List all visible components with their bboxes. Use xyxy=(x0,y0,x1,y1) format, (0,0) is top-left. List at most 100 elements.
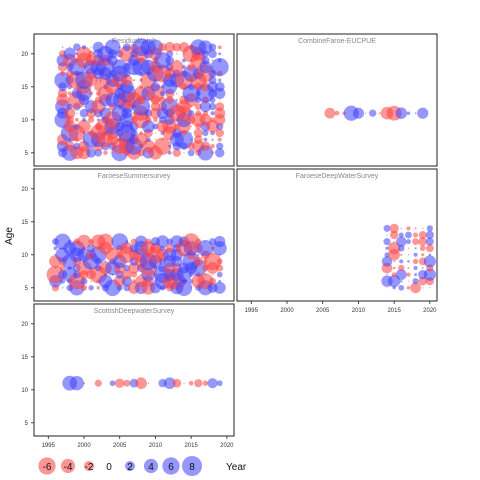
residual-bubble xyxy=(429,287,431,289)
legend-bubble xyxy=(182,456,202,476)
residual-bubble xyxy=(216,258,223,265)
residual-bubble xyxy=(104,105,107,108)
y-tick-label: 10 xyxy=(21,118,28,124)
residual-bubble xyxy=(208,76,217,85)
residual-bubble xyxy=(123,264,131,272)
panel-title: FaroeseSummersurvey xyxy=(98,173,171,180)
residual-bubble xyxy=(214,107,226,119)
residual-bubble xyxy=(190,138,192,141)
residual-bubble xyxy=(83,106,85,108)
residual-bubble xyxy=(161,53,164,55)
residual-bubble xyxy=(165,244,174,253)
residual-bubble xyxy=(195,110,202,117)
y-tick-label: 5 xyxy=(25,286,29,292)
x-tick-label: 1995 xyxy=(42,443,56,449)
legend-label: 4 xyxy=(148,462,154,473)
residual-bubble xyxy=(211,138,214,141)
panel-title: FaroeseDeepWaterSurvey xyxy=(296,173,379,180)
residual-bubble xyxy=(334,110,340,116)
legend-label: 8 xyxy=(189,462,195,473)
residual-bubble xyxy=(400,253,403,256)
residual-bubble xyxy=(203,137,208,142)
residual-bubble xyxy=(150,82,161,92)
residual-bubble xyxy=(94,379,102,387)
residual-bubble xyxy=(94,149,103,157)
residual-bubble xyxy=(428,253,432,257)
legend-label: 0 xyxy=(106,462,112,473)
residual-bubble xyxy=(57,88,68,99)
residual-bubble xyxy=(188,380,194,386)
residual-bubble xyxy=(69,376,85,391)
residual-bubble xyxy=(391,272,397,277)
legend-bubble xyxy=(162,457,180,475)
residual-bubble xyxy=(425,237,434,246)
x-tick-label: 2015 xyxy=(184,443,198,449)
panel-2: CombineFaroe-EUCPUE xyxy=(236,33,438,167)
y-tick-label: 20 xyxy=(21,322,28,328)
residual-bubble xyxy=(215,128,224,138)
panel-frame xyxy=(236,33,438,167)
residual-bubble xyxy=(59,265,66,271)
residual-bubble xyxy=(163,377,176,390)
residual-bubble xyxy=(201,56,210,65)
residual-bubble xyxy=(421,253,425,257)
residual-bubble xyxy=(96,286,101,290)
residual-bubble xyxy=(193,135,203,144)
residual-bubble xyxy=(194,379,203,388)
residual-bubble xyxy=(209,238,217,246)
legend-bubble xyxy=(125,461,135,471)
residual-bubble xyxy=(190,132,192,134)
residual-bubble xyxy=(423,255,436,268)
residual-bubble xyxy=(209,277,217,285)
residual-bubble xyxy=(79,108,89,118)
residual-bubble xyxy=(414,227,417,230)
residual-bubble xyxy=(426,225,433,232)
residual-bubble xyxy=(187,149,195,157)
y-tick-label: 15 xyxy=(21,220,28,226)
residual-bubble xyxy=(398,264,405,272)
residual-bubble xyxy=(121,269,132,280)
residual-bubble xyxy=(393,240,395,243)
x-tick-label: 2010 xyxy=(149,443,163,449)
residual-bubble xyxy=(399,259,404,264)
y-tick-label: 10 xyxy=(21,388,28,394)
residual-bubble xyxy=(395,269,407,281)
panel-3: FaroeseSummersurvey 5 10 15 20 xyxy=(21,168,235,302)
residual-bubble xyxy=(147,106,149,108)
y-axis-label: Age xyxy=(4,227,15,245)
residual-bubble xyxy=(208,102,217,111)
residual-bubble xyxy=(219,99,221,101)
residual-bubble xyxy=(120,242,133,255)
residual-bubble xyxy=(90,86,92,88)
residual-bubble xyxy=(82,382,86,385)
residual-bubble xyxy=(418,237,428,247)
y-tick-label: 15 xyxy=(21,355,28,361)
panel-title: Residualcatch xyxy=(112,38,156,45)
residual-bubble xyxy=(190,287,192,289)
residual-bubble xyxy=(200,82,211,92)
residual-bubble xyxy=(86,147,97,158)
residual-bubble xyxy=(211,151,215,155)
residual-bubble xyxy=(383,224,391,232)
residual-bubble xyxy=(202,380,209,386)
residual-bubble xyxy=(381,256,393,267)
residual-bubble xyxy=(217,137,222,142)
residual-bubble xyxy=(412,258,419,265)
residual-bubble xyxy=(153,137,172,155)
residual-bubble xyxy=(60,71,65,76)
residual-bubble xyxy=(154,132,157,134)
residual-bubble xyxy=(88,116,95,123)
residual-bubble xyxy=(154,52,171,69)
residual-bubble xyxy=(418,276,428,286)
residual-bubble xyxy=(90,99,92,101)
residual-bubble xyxy=(176,92,178,95)
residual-bubble xyxy=(413,265,418,271)
residual-bubble xyxy=(135,377,147,389)
residual-bubble xyxy=(89,91,94,96)
residual-bubble xyxy=(172,148,182,157)
legend-bubble xyxy=(38,457,56,475)
residual-bubble xyxy=(111,246,115,250)
residual-bubble xyxy=(141,119,155,133)
residual-bubble xyxy=(61,287,64,289)
